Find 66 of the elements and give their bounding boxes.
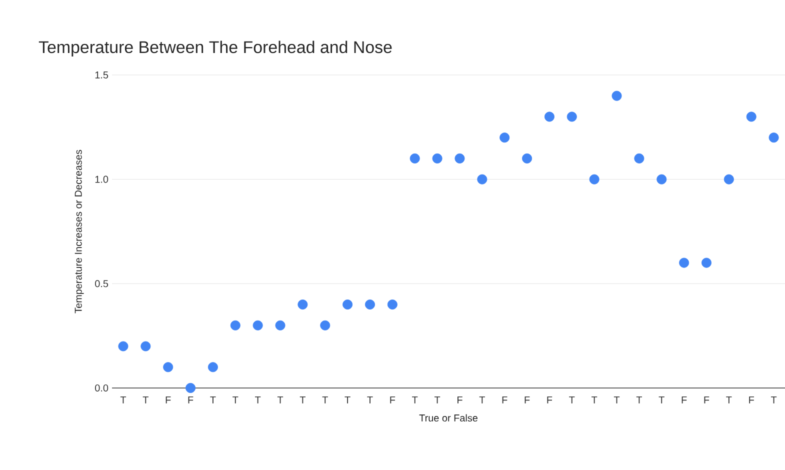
x-tick-label: T (592, 396, 598, 404)
x-tick-label: T (232, 396, 238, 404)
point (544, 112, 554, 122)
x-tick-label: F (524, 396, 530, 404)
x-tick-label: F (390, 396, 396, 404)
point (701, 258, 712, 268)
x-tick-label: T (412, 396, 418, 404)
point (566, 112, 577, 122)
x-tick-label: F (547, 396, 552, 404)
point (500, 132, 510, 143)
x-tick-label: T (142, 396, 148, 404)
x-tick-label: T (636, 396, 642, 404)
y-tick-label: 1.5 (95, 72, 108, 78)
chart-title: Temperature Between The Forehead and Nose (38, 40, 392, 57)
x-axis-title: True or False (419, 414, 478, 422)
x-tick-label: T (277, 396, 284, 404)
x-tick-label: T (479, 396, 485, 404)
point (140, 341, 151, 352)
point (432, 153, 442, 164)
x-tick-label: T (120, 396, 126, 404)
point (275, 320, 286, 330)
x-tick-label: T (255, 396, 261, 404)
point (387, 300, 398, 310)
x-tick-label: F (749, 396, 754, 404)
x-tick-label: T (569, 396, 575, 404)
point (477, 174, 488, 184)
y-tick-label: 1.0 (95, 176, 108, 183)
point (364, 300, 375, 310)
y-tick-label: 0.5 (95, 280, 108, 288)
point (454, 153, 465, 164)
point (298, 300, 308, 310)
point (746, 112, 756, 122)
point (522, 153, 532, 164)
x-tick-label: T (367, 396, 373, 404)
point (342, 300, 353, 310)
point (230, 320, 240, 330)
point (679, 258, 690, 268)
x-tick-label: T (658, 396, 664, 404)
point (612, 90, 622, 101)
y-axis-title: Temperature Increases or Decreases (74, 150, 84, 314)
point (252, 320, 263, 330)
x-tick-label: F (682, 396, 687, 404)
x-tick-label: T (770, 396, 777, 404)
x-tick-label: F (457, 396, 462, 404)
point (320, 320, 330, 330)
x-tick-label: T (726, 396, 732, 404)
x-tick-label: F (166, 396, 171, 404)
x-tick-label: T (344, 396, 350, 404)
x-tick-label: T (322, 396, 328, 404)
point (208, 362, 218, 372)
point (656, 174, 667, 184)
point (163, 362, 174, 372)
point (589, 174, 600, 184)
point (410, 153, 420, 164)
y-tick-label: 0.0 (95, 384, 108, 392)
x-tick-label: T (434, 396, 440, 404)
x-tick-label: T (614, 396, 620, 404)
x-tick-label: F (502, 396, 508, 404)
x-tick-label: T (210, 396, 216, 404)
x-tick-label: F (188, 396, 194, 404)
point (724, 174, 734, 184)
point (118, 341, 128, 352)
point (186, 382, 196, 393)
x-tick-label: F (704, 396, 710, 404)
x-tick-label: T (300, 396, 306, 404)
point (634, 153, 644, 164)
